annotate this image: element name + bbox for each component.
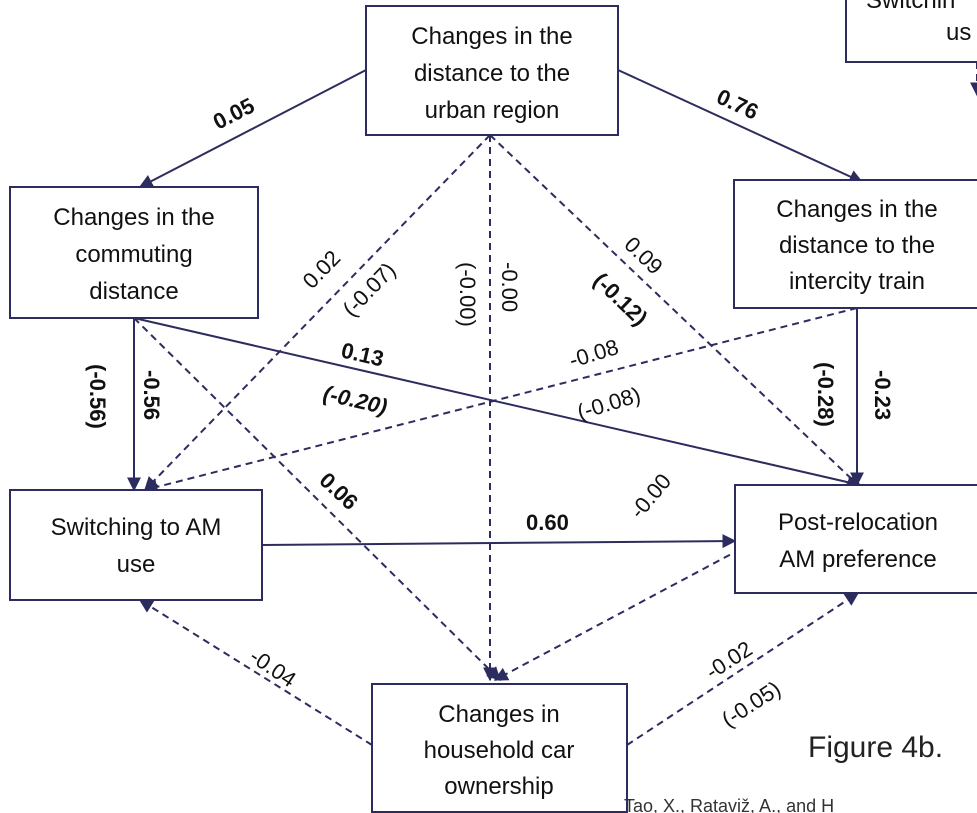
node-intercity-line1: Changes in the [776, 196, 937, 223]
node-switching-line2: use [117, 551, 156, 578]
label-car-pref-b: (-0.05) [717, 676, 785, 732]
node-preference-line2: AM preference [779, 546, 936, 573]
node-car-line1: Changes in [438, 701, 559, 728]
edge-commuting-to-car-ownership [133, 317, 501, 681]
node-car-line3: ownership [444, 773, 553, 800]
edge-car-ownership-to-preference [626, 592, 860, 746]
node-car-ownership: Changes in household car ownership [371, 683, 628, 813]
edge-intercity-to-switching [143, 307, 858, 494]
edge-switching-to-preference [261, 534, 737, 549]
label-urban-switch-b: (-0.07) [338, 257, 401, 321]
edge-car-ownership-to-switching [138, 599, 373, 746]
label-urban-car-b: (-0.00) [455, 262, 480, 327]
label-commuting-car: 0.06 [315, 467, 363, 514]
node-partial-line2: us [946, 19, 971, 46]
label-urban-pref-b: (-0.12) [589, 268, 653, 331]
node-intercity-train: Changes in the distance to the intercity… [733, 179, 977, 309]
label-urban-car-a: -0.00 [497, 262, 522, 312]
node-car-line2: household car [424, 737, 575, 764]
label-urban-switch-a: 0.02 [298, 245, 346, 293]
node-switching-am: Switching to AM use [9, 489, 263, 601]
edge-urban-to-intercity [617, 69, 864, 184]
node-urban-region-line3: urban region [425, 97, 560, 124]
edge-urban-to-switching [144, 134, 491, 492]
figure-credit: Tao, X., Rataviž, A., and H [624, 796, 834, 813]
figure-caption: Figure 4b. [808, 731, 943, 764]
edge-preference-to-car-ownership [493, 486, 858, 681]
label-urban-intercity: 0.76 [713, 84, 762, 125]
node-commuting-line3: distance [89, 278, 178, 305]
edge-commuting-to-preference [133, 317, 862, 489]
label-intercity-switch-b: (-0.08) [574, 382, 643, 425]
label-intercity-pref-b: (-0.28) [813, 362, 838, 427]
label-pref-car: -0.00 [625, 469, 676, 523]
node-preference-line1: Post-relocation [778, 509, 938, 536]
node-urban-region: Changes in the distance to the urban reg… [365, 5, 619, 136]
edge-urban-to-commuting [138, 69, 367, 188]
label-commuting-pref-b: (-0.20) [321, 381, 390, 420]
node-partial-top-right: Switchin us [845, 0, 977, 63]
node-am-preference: Post-relocation AM preference [734, 484, 977, 594]
node-commuting-line2: commuting [75, 241, 192, 268]
node-switching-line1: Switching to AM [51, 514, 222, 541]
label-intercity-switch-a: -0.08 [566, 334, 621, 373]
node-urban-region-line2: distance to the [414, 60, 570, 87]
label-switch-pref: 0.60 [526, 510, 569, 535]
label-commuting-switch-b: (-0.56) [85, 364, 110, 429]
node-partial-line1: Switchin [866, 0, 955, 14]
label-car-switch: -0.04 [245, 643, 301, 692]
node-urban-region-line1: Changes in the [411, 23, 572, 50]
node-intercity-line2: distance to the [779, 232, 935, 259]
label-urban-commuting: 0.05 [209, 93, 259, 135]
node-commuting-line1: Changes in the [53, 204, 214, 231]
edges [127, 62, 977, 746]
label-urban-pref-a: 0.09 [620, 232, 668, 280]
edge-urban-to-preference [489, 134, 862, 488]
label-intercity-pref-a: -0.23 [870, 370, 895, 420]
node-intercity-line3: intercity train [789, 268, 925, 295]
node-commuting-distance: Changes in the commuting distance [9, 186, 259, 319]
label-commuting-switch-a: -0.56 [139, 370, 164, 420]
